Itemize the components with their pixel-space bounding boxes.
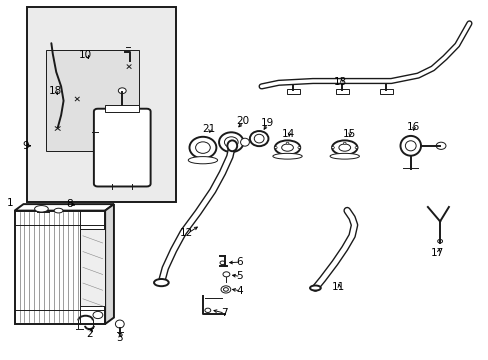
Text: 9: 9 bbox=[22, 141, 29, 151]
Bar bbox=[286, 89, 299, 94]
Ellipse shape bbox=[281, 144, 293, 151]
Circle shape bbox=[221, 286, 230, 293]
Text: 18: 18 bbox=[48, 86, 62, 96]
Bar bbox=[46, 50, 139, 151]
Circle shape bbox=[223, 272, 229, 277]
Circle shape bbox=[435, 142, 445, 149]
Ellipse shape bbox=[331, 140, 357, 155]
Text: 14: 14 bbox=[281, 129, 295, 139]
Circle shape bbox=[93, 311, 102, 319]
Text: 7: 7 bbox=[220, 308, 227, 318]
Text: 12: 12 bbox=[180, 228, 193, 238]
Text: 10: 10 bbox=[79, 50, 92, 60]
Text: 5: 5 bbox=[236, 271, 243, 282]
Text: 4: 4 bbox=[236, 286, 243, 296]
Ellipse shape bbox=[35, 206, 48, 212]
Bar bbox=[15, 211, 105, 324]
Text: 16: 16 bbox=[406, 122, 419, 132]
Circle shape bbox=[343, 142, 346, 144]
Text: 3: 3 bbox=[116, 333, 122, 343]
Bar bbox=[105, 105, 139, 112]
Ellipse shape bbox=[115, 320, 124, 328]
Ellipse shape bbox=[309, 285, 320, 291]
Polygon shape bbox=[15, 204, 114, 211]
Text: 2: 2 bbox=[86, 329, 93, 339]
Circle shape bbox=[331, 147, 334, 149]
Text: 21: 21 bbox=[202, 123, 216, 134]
Ellipse shape bbox=[154, 279, 168, 286]
Ellipse shape bbox=[54, 208, 63, 213]
Circle shape bbox=[285, 142, 288, 144]
Circle shape bbox=[204, 308, 210, 312]
Ellipse shape bbox=[400, 136, 420, 156]
Text: 1: 1 bbox=[6, 198, 13, 208]
Bar bbox=[80, 229, 105, 306]
Text: 15: 15 bbox=[342, 129, 355, 139]
Bar bbox=[379, 89, 392, 94]
Ellipse shape bbox=[249, 131, 268, 146]
Ellipse shape bbox=[405, 141, 415, 151]
Ellipse shape bbox=[224, 137, 238, 148]
Circle shape bbox=[354, 147, 357, 149]
Circle shape bbox=[118, 88, 126, 94]
Ellipse shape bbox=[329, 153, 359, 159]
Bar bbox=[335, 89, 348, 94]
Text: 11: 11 bbox=[331, 282, 345, 292]
Polygon shape bbox=[105, 204, 114, 324]
FancyBboxPatch shape bbox=[94, 109, 150, 186]
Ellipse shape bbox=[227, 140, 237, 151]
Circle shape bbox=[274, 147, 277, 149]
Text: 6: 6 bbox=[236, 257, 243, 267]
Circle shape bbox=[223, 288, 228, 291]
Ellipse shape bbox=[188, 157, 217, 164]
Circle shape bbox=[220, 261, 224, 265]
Text: 20: 20 bbox=[236, 116, 249, 126]
Ellipse shape bbox=[338, 144, 350, 151]
Text: 13: 13 bbox=[333, 77, 347, 87]
Ellipse shape bbox=[189, 137, 216, 158]
Text: 8: 8 bbox=[66, 199, 73, 209]
Ellipse shape bbox=[240, 138, 249, 146]
Ellipse shape bbox=[195, 142, 210, 153]
Bar bbox=[27, 7, 176, 202]
Ellipse shape bbox=[274, 140, 300, 155]
Text: 17: 17 bbox=[430, 248, 444, 258]
Ellipse shape bbox=[254, 134, 264, 143]
Circle shape bbox=[297, 147, 300, 149]
Text: 19: 19 bbox=[260, 118, 273, 128]
Circle shape bbox=[437, 239, 442, 243]
Ellipse shape bbox=[219, 132, 243, 152]
Ellipse shape bbox=[272, 153, 302, 159]
